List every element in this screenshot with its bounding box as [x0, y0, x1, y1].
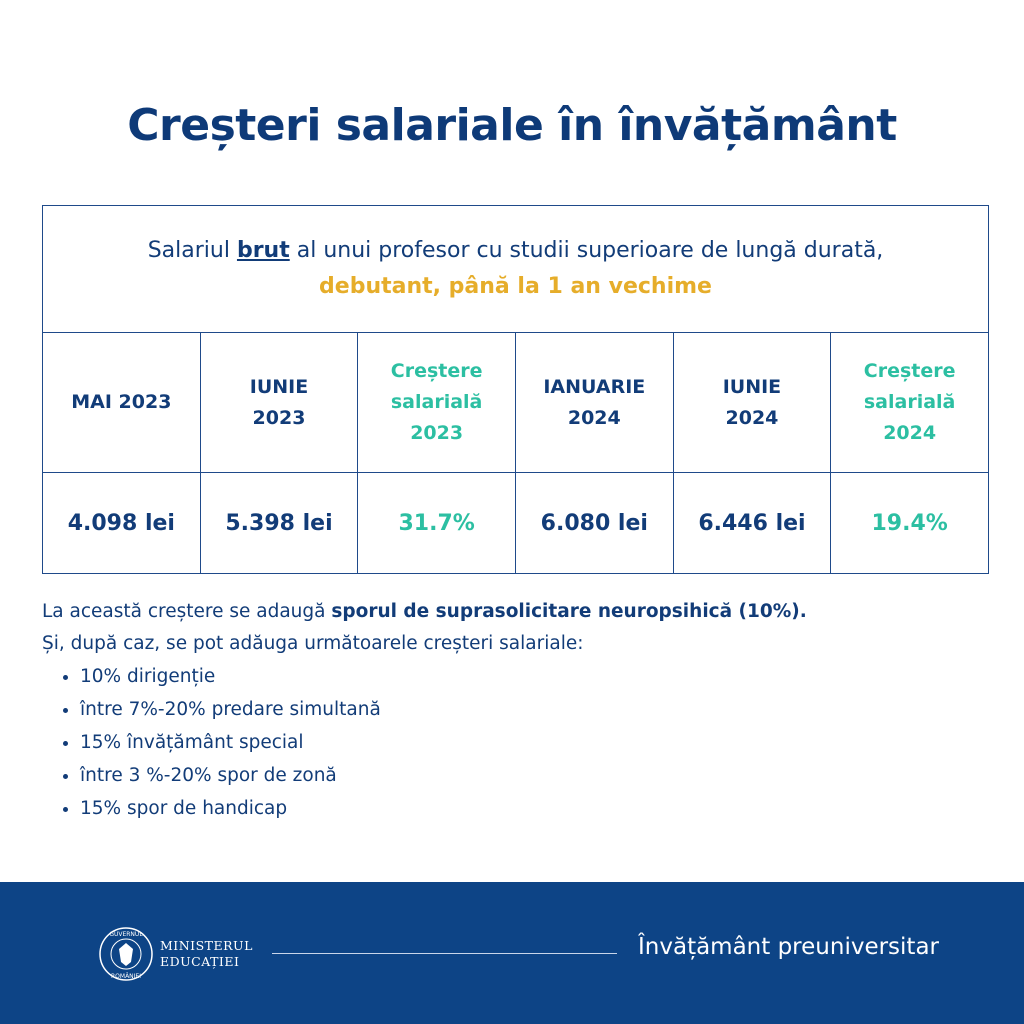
bullet-item: între 3 %-20% spor de zonă — [80, 759, 992, 792]
bullet-item: între 7%-20% predare simultană — [80, 693, 992, 726]
header-line: salarială — [390, 391, 483, 413]
caption-emphasis: brut — [236, 238, 290, 263]
header-cell: IUNIE 2024 — [672, 332, 832, 473]
header-line: 2024 — [725, 406, 779, 429]
value-row: 4.098 lei 5.398 lei 31.7% 6.080 lei 6.446 le… — [42, 472, 989, 574]
seal-text: GUVERNUL — [109, 931, 143, 938]
value-cell: 4.098 lei — [42, 472, 201, 574]
footer: GUVERNUL ROMÂNIEI MINISTERUL EDUCAȚIEI Î… — [0, 882, 1024, 1024]
header-line: IUNIE — [249, 375, 309, 398]
header-cell: MAI 2023 — [42, 332, 201, 473]
value-cell: 5.398 lei — [199, 472, 359, 574]
seal-inner — [110, 938, 142, 970]
value-cell: 6.080 lei — [514, 472, 674, 574]
seal-text: ROMÂNIEI — [111, 973, 141, 980]
divider — [272, 953, 617, 954]
bullet-item: 10% dirigenție — [80, 660, 992, 693]
header-line: 2023 — [252, 406, 306, 429]
ministry-line: MINISTERUL — [160, 938, 253, 953]
header-row: MAI 2023 IUNIE 2023 Creștere salarială 2023 IA… — [42, 332, 989, 473]
note-line: Și, după caz, se pot adăuga următoarele … — [42, 633, 584, 654]
caption-text: Salariul — [147, 238, 230, 263]
value-cell: 19.4% — [830, 472, 989, 574]
value-cell: 6.446 lei — [672, 472, 832, 574]
caption-text: al unui profesor cu studii superioare de… — [296, 238, 884, 263]
header-line: MAI 2023 — [71, 391, 172, 413]
header-cell: Creștere salarială 2023 — [357, 332, 516, 473]
notes: La această creștere se adaugă sporul de … — [42, 596, 992, 825]
header-line: Creștere — [390, 360, 483, 382]
header-cell: IUNIE 2023 — [199, 332, 359, 473]
salary-table: Salariul brut al unui profesor cu studii… — [42, 205, 989, 574]
note-bold: sporul de suprasolicitare neuropsihică (… — [331, 601, 807, 622]
bullet-item: 15% învățământ special — [80, 726, 992, 759]
header-line: Creștere — [863, 360, 956, 382]
header-line: IUNIE — [722, 375, 782, 398]
seal-eagle — [119, 943, 133, 966]
ministry-name: MINISTERUL EDUCAȚIEI — [160, 938, 253, 970]
header-line: salarială — [863, 391, 956, 413]
bullet-item: 15% spor de handicap — [80, 792, 992, 825]
caption-highlight: debutant, până la 1 an vechime — [319, 274, 712, 299]
seal-ring — [99, 927, 153, 981]
seal: GUVERNUL ROMÂNIEI — [99, 927, 153, 981]
header-cell: Creștere salarială 2024 — [830, 332, 989, 473]
header-cell: IANUARIE 2024 — [514, 332, 674, 473]
note-text: La această creștere se adaugă — [42, 601, 326, 622]
header-line: IANUARIE — [543, 375, 646, 398]
header-line: 2023 — [410, 422, 464, 444]
ministry-line: EDUCAȚIEI — [160, 954, 240, 969]
tagline: Învățământ preuniversitar — [638, 934, 939, 960]
caption-row: Salariul brut al unui profesor cu studii… — [42, 205, 989, 333]
note-line: La această creștere se adaugă sporul de … — [42, 596, 992, 628]
header-line: 2024 — [567, 406, 621, 429]
caption: Salariul brut al unui profesor cu studii… — [42, 205, 989, 333]
title: Creșteri salariale în învățământ — [127, 100, 897, 151]
header-line: 2024 — [883, 422, 937, 444]
value-cell: 31.7% — [357, 472, 516, 574]
bullet-list: 10% dirigențieîntre 7%-20% predare simul… — [42, 660, 992, 825]
